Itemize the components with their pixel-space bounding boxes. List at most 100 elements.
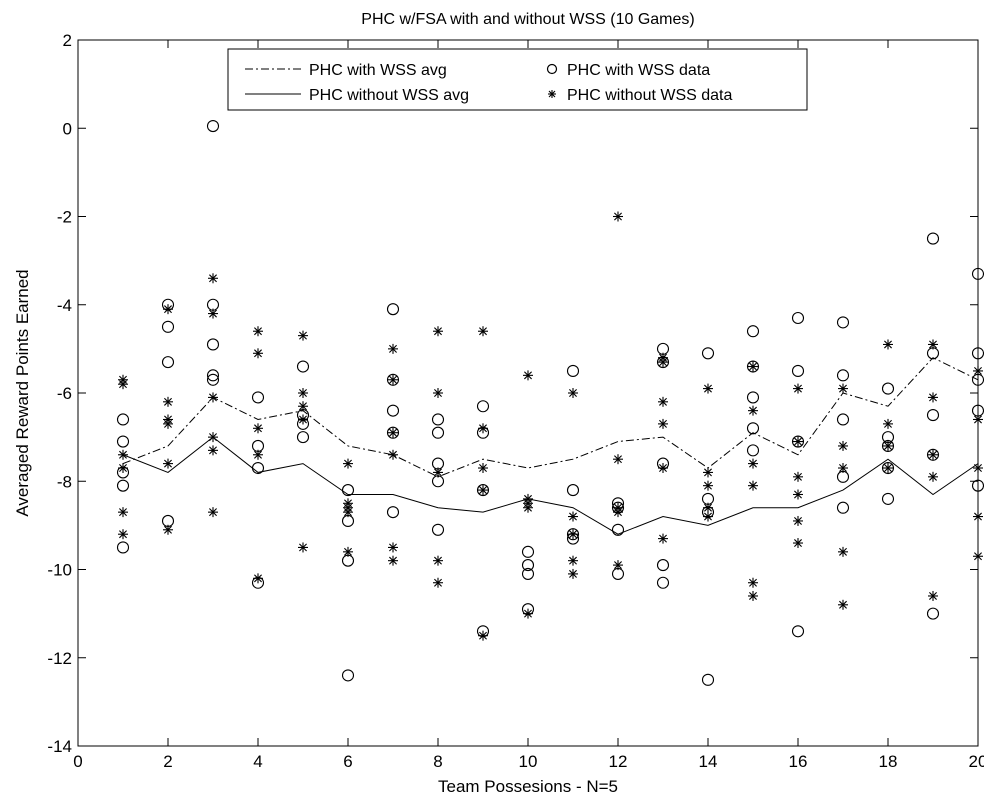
data-point-asterisk — [388, 343, 398, 354]
data-point-circle — [926, 232, 940, 245]
x-tick-label: 8 — [433, 752, 442, 771]
data-point-asterisk — [928, 392, 938, 403]
data-point-asterisk — [478, 485, 488, 496]
data-point-circle — [521, 559, 535, 572]
y-tick-label: -14 — [47, 737, 72, 756]
data-point-asterisk — [388, 555, 398, 566]
y-tick-label: -12 — [47, 649, 72, 668]
data-point-circle — [431, 426, 445, 439]
data-point-circle — [476, 400, 490, 413]
data-point-circle — [386, 426, 400, 439]
data-point-asterisk — [568, 568, 578, 579]
data-point-circle — [206, 119, 220, 133]
data-point-circle — [746, 391, 760, 404]
data-point-asterisk — [568, 555, 578, 566]
data-point-circle — [881, 492, 895, 505]
data-point-asterisk — [343, 546, 353, 557]
data-point-asterisk — [703, 480, 713, 491]
data-point-asterisk — [208, 308, 218, 319]
x-tick-label: 20 — [969, 752, 984, 771]
data-point-asterisk — [298, 330, 308, 341]
data-point-circle — [746, 422, 760, 435]
y-axis-label: Averaged Reward Points Earned — [13, 269, 32, 516]
data-point-circle — [296, 431, 310, 444]
data-point-asterisk — [748, 590, 758, 601]
data-point-circle — [836, 316, 850, 329]
data-point-asterisk — [883, 418, 893, 429]
data-point-asterisk — [433, 326, 443, 337]
data-point-asterisk — [253, 326, 263, 337]
data-point-circle — [296, 360, 310, 373]
data-point-circle — [701, 347, 715, 360]
legend-label-with-wss-avg: PHC with WSS avg — [309, 62, 447, 79]
data-point-circle — [476, 484, 490, 497]
data-point-circle — [566, 484, 580, 497]
data-point-circle — [836, 369, 850, 382]
data-point-circle — [251, 391, 265, 404]
y-tick-label: -10 — [47, 561, 72, 580]
data-point-circle — [746, 444, 760, 457]
series-line-without-wss-avg — [122, 436, 979, 535]
data-point-asterisk — [388, 542, 398, 553]
data-point-circle — [206, 369, 220, 382]
plot-area — [77, 39, 979, 747]
data-point-asterisk — [838, 463, 848, 474]
data-point-asterisk — [478, 423, 488, 434]
data-point-circle — [386, 506, 400, 519]
data-point-circle — [656, 576, 670, 589]
y-tick-label: 0 — [63, 119, 72, 138]
data-point-circle — [521, 567, 535, 580]
data-point-circle — [341, 669, 355, 682]
data-point-circle — [881, 382, 895, 395]
data-point-asterisk — [478, 463, 488, 474]
data-point-circle — [791, 625, 805, 638]
data-point-circle — [161, 356, 175, 369]
data-point-circle — [161, 320, 175, 333]
data-point-asterisk — [253, 348, 263, 359]
data-point-circle — [746, 360, 760, 373]
data-point-circle — [611, 523, 625, 536]
legend-label-without-wss-avg: PHC without WSS avg — [309, 87, 469, 104]
x-tick-label: 2 — [163, 752, 172, 771]
data-point-asterisk — [478, 630, 488, 641]
data-point-asterisk — [703, 467, 713, 478]
data-point-circle — [926, 607, 940, 620]
data-point-asterisk — [838, 440, 848, 451]
data-point-asterisk — [118, 463, 128, 474]
legend-marker-circle — [546, 63, 558, 75]
data-point-circle — [116, 435, 130, 448]
data-point-asterisk — [793, 436, 803, 447]
data-point-asterisk — [748, 361, 758, 372]
data-point-circle — [881, 461, 895, 475]
data-point-asterisk — [793, 471, 803, 482]
data-point-asterisk — [928, 590, 938, 601]
data-point-asterisk — [973, 365, 983, 376]
data-point-asterisk — [658, 357, 668, 368]
data-point-asterisk — [208, 507, 218, 518]
series-layer — [116, 119, 984, 686]
data-point-circle — [791, 435, 805, 448]
x-tick-label: 4 — [253, 752, 262, 771]
data-point-asterisk — [613, 560, 623, 571]
series-with-wss-data — [116, 119, 984, 686]
x-tick-label: 14 — [699, 752, 718, 771]
data-point-asterisk — [208, 445, 218, 456]
data-point-asterisk — [163, 396, 173, 407]
y-tick-label: -4 — [57, 296, 72, 315]
series-line-with-wss-avg — [122, 357, 979, 478]
x-tick-label: 6 — [343, 752, 352, 771]
data-point-asterisk — [208, 273, 218, 284]
x-tick-label: 18 — [879, 752, 898, 771]
data-point-circle — [836, 501, 850, 514]
data-point-asterisk — [118, 379, 128, 390]
data-point-asterisk — [433, 577, 443, 588]
data-point-asterisk — [163, 418, 173, 429]
data-point-circle — [656, 559, 670, 572]
data-point-asterisk — [388, 374, 398, 385]
data-point-asterisk — [793, 538, 803, 549]
data-point-asterisk — [298, 542, 308, 553]
data-point-asterisk — [793, 383, 803, 394]
data-point-asterisk — [478, 326, 488, 337]
data-point-asterisk — [793, 515, 803, 526]
legend-label-without-wss-data: PHC without WSS data — [567, 87, 733, 104]
